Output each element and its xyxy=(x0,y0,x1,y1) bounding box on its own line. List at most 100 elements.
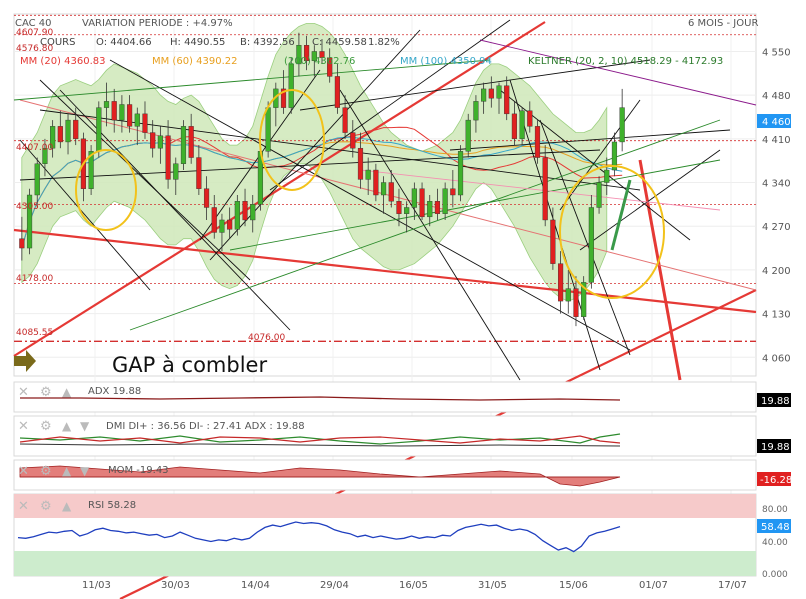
candle xyxy=(234,195,240,236)
highlight-ellipse xyxy=(75,149,137,231)
indicator-label: KELTNER (20, 2, 10) 4518.29 - 4172.93 xyxy=(528,56,723,67)
move-up-icon[interactable]: ▲ xyxy=(62,419,72,433)
close-icon[interactable]: ✕ xyxy=(18,464,29,479)
candle-body xyxy=(365,169,371,180)
dmi-title: DMI DI+ : 36.56 DI- : 27.41 ADX : 19.88 xyxy=(106,421,305,432)
close-icon[interactable]: ✕ xyxy=(18,385,29,400)
candle-body xyxy=(581,282,587,317)
gear-icon[interactable]: ⚙ xyxy=(40,385,52,400)
candle-body xyxy=(334,76,340,108)
candle-body xyxy=(550,219,556,264)
move-down-icon[interactable]: ▼ xyxy=(80,464,90,478)
price-tick-label: 4 410 xyxy=(762,135,791,146)
candle-body xyxy=(596,182,602,208)
candle xyxy=(619,88,625,152)
candle xyxy=(588,195,594,289)
scroll-left-arrow-icon[interactable] xyxy=(14,350,36,372)
candle xyxy=(504,76,510,121)
candle xyxy=(557,251,564,314)
trendline xyxy=(299,59,651,111)
rsi-oversold-zone xyxy=(14,551,756,576)
candle xyxy=(519,107,525,146)
candle-body xyxy=(404,207,410,214)
candle-body xyxy=(250,204,256,221)
candle xyxy=(365,157,371,195)
gear-icon[interactable]: ⚙ xyxy=(40,464,52,479)
candle-body xyxy=(96,107,102,152)
candle-body xyxy=(473,101,479,121)
candle xyxy=(457,145,464,202)
candle xyxy=(581,276,587,320)
candle xyxy=(511,101,517,146)
candle-body xyxy=(188,126,194,158)
candle-body xyxy=(19,238,25,249)
rsi-title: RSI 58.28 xyxy=(88,500,136,511)
price-tick-label: 4 200 xyxy=(762,266,791,277)
period-label: 6 MOIS - JOUR xyxy=(688,18,758,29)
candle xyxy=(565,269,571,314)
candle xyxy=(450,170,456,208)
candle xyxy=(442,182,448,220)
move-up-icon[interactable]: ▲ xyxy=(62,464,72,478)
highlight-ellipse xyxy=(559,165,665,299)
date-tick-label: 16/05 xyxy=(399,580,428,591)
rsi-tick-40: 40.00 xyxy=(762,538,788,548)
move-up-icon[interactable]: ▲ xyxy=(62,385,72,399)
gear-icon[interactable]: ⚙ xyxy=(40,419,52,434)
candle-body xyxy=(242,201,248,221)
candle xyxy=(473,95,479,133)
candle xyxy=(419,182,425,220)
date-tick-label: 14/04 xyxy=(241,580,270,591)
candle-body xyxy=(150,132,156,149)
indicator-legend: MM (20) 4360.83 MM (60) 4390.22 (200) 4362… xyxy=(20,56,723,67)
candle xyxy=(604,157,610,195)
candle xyxy=(50,120,56,158)
candle-body xyxy=(380,182,387,196)
candle xyxy=(596,176,602,214)
candle-body xyxy=(142,113,148,133)
mom-value: -16.28 xyxy=(760,475,792,486)
candle-body xyxy=(504,85,510,115)
candle xyxy=(411,182,417,220)
dmi-value: 19.88 xyxy=(761,442,790,453)
date-tick-label: 11/03 xyxy=(82,580,111,591)
candle-body xyxy=(127,104,133,127)
price-tick-label: 4 550 xyxy=(762,47,791,58)
candle xyxy=(88,145,94,195)
candle-body xyxy=(280,88,287,108)
close-icon[interactable]: ✕ xyxy=(18,499,29,514)
candle xyxy=(334,63,340,114)
trendline xyxy=(19,139,151,291)
level-label-4085: 4085.55 xyxy=(16,328,53,338)
candle-body xyxy=(373,169,379,196)
candle-body xyxy=(65,119,71,143)
close-icon[interactable]: ✕ xyxy=(18,419,29,434)
candle xyxy=(73,107,79,146)
candle xyxy=(119,95,125,133)
candle xyxy=(534,120,541,164)
candle-body xyxy=(234,201,240,230)
adx-panel xyxy=(13,381,757,413)
mom-panel-controls: ✕ ⚙ ▲ ▼ xyxy=(18,464,90,479)
candle xyxy=(211,195,217,239)
gear-icon[interactable]: ⚙ xyxy=(40,499,52,514)
candle-body xyxy=(88,151,94,189)
level-label-4607: 4607.90 xyxy=(16,28,53,38)
candle-body xyxy=(103,101,110,108)
candle-body xyxy=(173,163,179,180)
candle xyxy=(319,38,325,64)
candle-body xyxy=(496,85,502,99)
move-down-icon[interactable]: ▼ xyxy=(80,419,90,433)
adx-title: ADX 19.88 xyxy=(88,386,141,397)
rsi-tick-80: 80.00 xyxy=(762,505,788,515)
indicator-label: MM (60) 4390.22 xyxy=(152,56,238,67)
price-tick-label: 4 480 xyxy=(762,91,791,102)
rsi-value-badge xyxy=(757,519,791,533)
move-up-icon[interactable]: ▲ xyxy=(62,499,72,513)
candle xyxy=(142,101,148,139)
candle-body xyxy=(157,135,163,149)
level-label-4178: 4178.00 xyxy=(16,274,53,284)
candle-body xyxy=(350,132,356,149)
trendline xyxy=(19,149,601,181)
